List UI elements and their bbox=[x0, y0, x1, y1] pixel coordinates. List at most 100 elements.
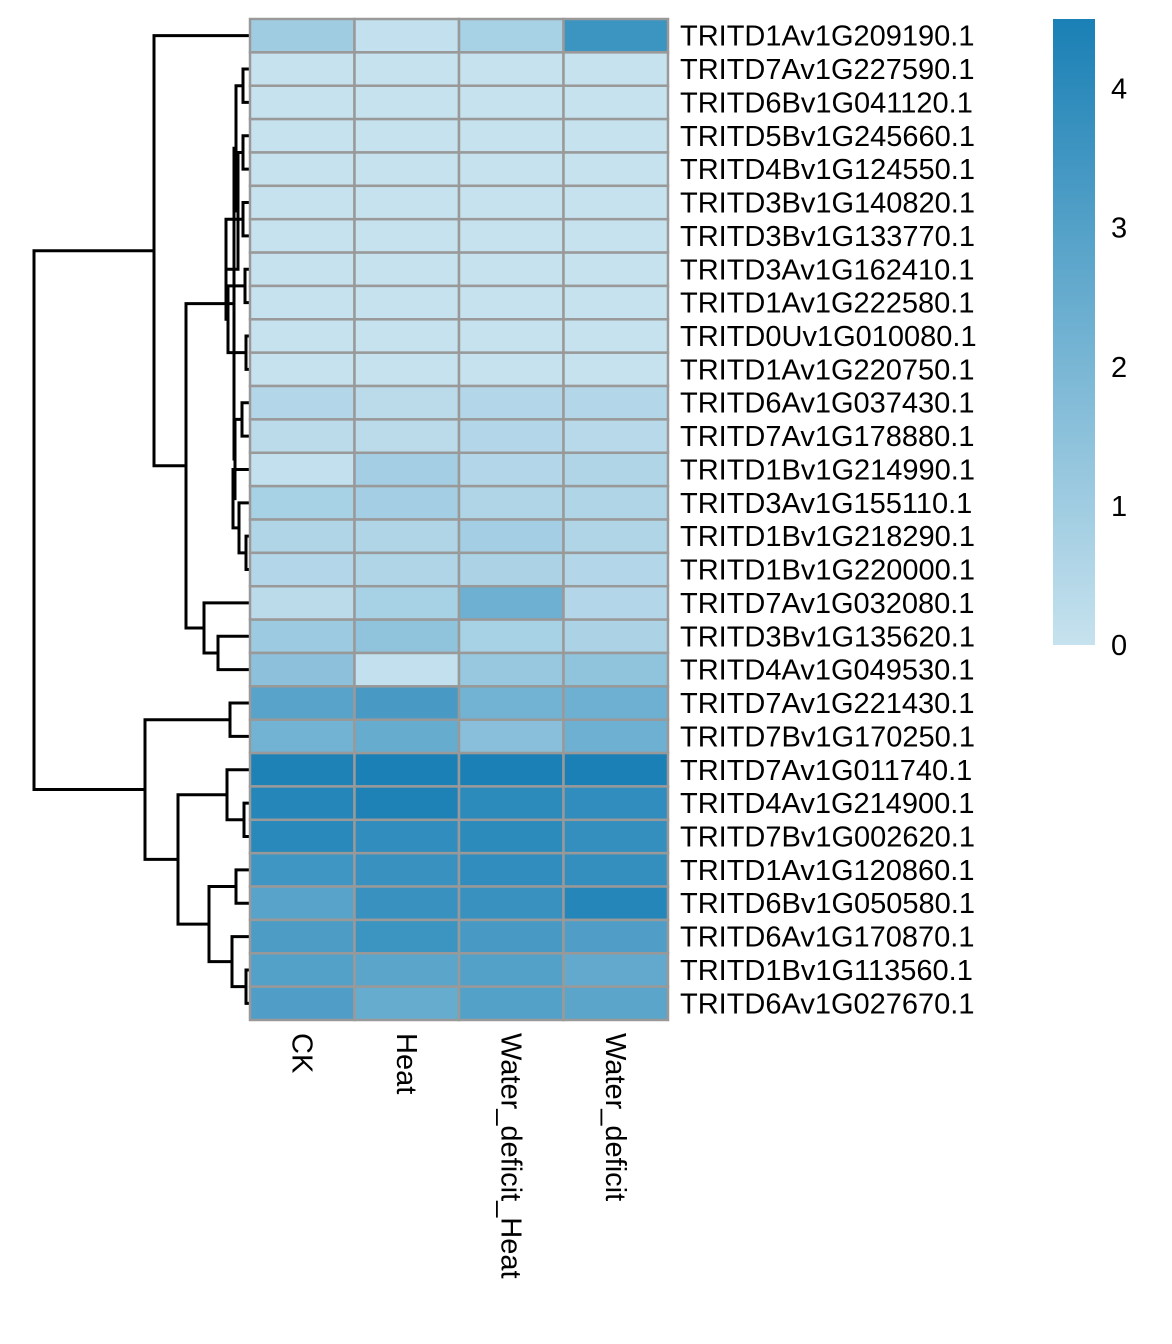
heatmap-cell bbox=[562, 985, 670, 1022]
heatmap-cell bbox=[457, 284, 565, 321]
heatmap-cell bbox=[248, 251, 356, 288]
heatmap-cell bbox=[248, 151, 356, 188]
heatmap-cells bbox=[248, 17, 670, 1022]
dendrogram-branch bbox=[234, 868, 250, 905]
heatmap-cell bbox=[562, 718, 670, 755]
row-label: TRITD6Av1G037430.1 bbox=[680, 388, 974, 420]
row-label: TRITD4Bv1G124550.1 bbox=[680, 154, 975, 186]
heatmap-cell bbox=[457, 918, 565, 955]
dendrogram-branch bbox=[225, 768, 250, 822]
colorbar: 0 1 2 3 4 bbox=[1053, 19, 1127, 662]
dendrogram-branch bbox=[216, 634, 250, 672]
heatmap-cell bbox=[562, 318, 670, 354]
heatmap-cell bbox=[562, 651, 670, 688]
heatmap-cell bbox=[562, 518, 670, 555]
heatmap-cell bbox=[457, 351, 565, 388]
row-labels: TRITD1Av1G209190.1TRITD7Av1G227590.1TRIT… bbox=[680, 21, 977, 1021]
row-label: TRITD6Av1G170870.1 bbox=[680, 922, 974, 954]
heatmap-cell bbox=[562, 618, 670, 655]
heatmap-cell bbox=[248, 918, 356, 955]
heatmap-cell bbox=[353, 418, 461, 455]
heatmap-cell bbox=[562, 217, 670, 254]
heatmap-cell bbox=[457, 751, 565, 788]
heatmap-cell bbox=[248, 451, 356, 488]
heatmap-cell bbox=[353, 885, 461, 922]
heatmap-cell bbox=[562, 751, 670, 788]
heatmap-cell bbox=[353, 484, 461, 521]
dendrogram-branch bbox=[32, 249, 154, 792]
row-label: TRITD6Bv1G041120.1 bbox=[680, 87, 973, 119]
heatmap-cell bbox=[248, 117, 356, 154]
heatmap-cell bbox=[248, 351, 356, 388]
heatmap-cell bbox=[457, 685, 565, 721]
heatmap-cell bbox=[457, 885, 565, 922]
colorbar-gradient bbox=[1053, 19, 1095, 645]
row-label: TRITD7Av1G011740.1 bbox=[680, 755, 972, 787]
dendrogram-branch bbox=[202, 601, 250, 655]
heatmap-cell bbox=[562, 17, 670, 54]
row-label: TRITD1Bv1G113560.1 bbox=[680, 955, 973, 987]
heatmap-cell bbox=[353, 184, 461, 221]
heatmap-cell bbox=[353, 651, 461, 688]
heatmap-cell bbox=[562, 51, 670, 87]
heatmap-cell bbox=[353, 818, 461, 855]
row-label: TRITD4Av1G214900.1 bbox=[680, 788, 974, 820]
row-label: TRITD7Bv1G002620.1 bbox=[680, 821, 975, 853]
heatmap-cell bbox=[248, 418, 356, 455]
heatmap-cell bbox=[457, 952, 565, 988]
heatmap-cell bbox=[353, 584, 461, 621]
heatmap-cell bbox=[248, 785, 356, 822]
colorbar-tick-label: 0 bbox=[1111, 630, 1127, 662]
heatmap-cell bbox=[353, 851, 461, 888]
heatmap-cell bbox=[248, 718, 356, 755]
heatmap-cell bbox=[457, 785, 565, 822]
heatmap-cell bbox=[457, 84, 565, 121]
heatmap-cell bbox=[562, 584, 670, 621]
heatmap-cell bbox=[457, 384, 565, 421]
row-label: TRITD7Av1G032080.1 bbox=[680, 588, 974, 620]
dendrogram-branch bbox=[176, 793, 227, 926]
row-label: TRITD3Bv1G140820.1 bbox=[680, 188, 975, 220]
heatmap-cell bbox=[353, 751, 461, 788]
row-label: TRITD1Bv1G218290.1 bbox=[680, 521, 975, 553]
heatmap-cell bbox=[562, 885, 670, 922]
heatmap-cell bbox=[562, 418, 670, 455]
dendrogram-branch bbox=[143, 718, 230, 861]
heatmap-cell bbox=[248, 84, 356, 121]
heatmap-cell bbox=[457, 251, 565, 288]
heatmap-cell bbox=[457, 818, 565, 855]
heatmap-cell bbox=[248, 51, 356, 87]
heatmap-cell bbox=[353, 918, 461, 955]
row-label: TRITD1Av1G222580.1 bbox=[680, 288, 974, 320]
row-label: TRITD5Bv1G245660.1 bbox=[680, 121, 975, 153]
heatmap-cell bbox=[457, 151, 565, 188]
heatmap-cell bbox=[457, 318, 565, 354]
column-label: Heat bbox=[390, 1033, 422, 1094]
heatmap-cell bbox=[353, 217, 461, 254]
heatmap-cell bbox=[562, 952, 670, 988]
row-label: TRITD0Uv1G010080.1 bbox=[680, 321, 977, 353]
heatmap-cell bbox=[353, 685, 461, 721]
heatmap-cell bbox=[562, 851, 670, 888]
heatmap-cell bbox=[562, 284, 670, 321]
heatmap-cell bbox=[562, 551, 670, 588]
heatmap-cell bbox=[248, 885, 356, 922]
heatmap-cell bbox=[562, 918, 670, 955]
heatmap-cell bbox=[248, 284, 356, 321]
heatmap-cell bbox=[353, 251, 461, 288]
heatmap-cell bbox=[562, 351, 670, 388]
heatmap-cell bbox=[248, 384, 356, 421]
heatmap-cell bbox=[248, 584, 356, 621]
heatmap-cell bbox=[353, 351, 461, 388]
heatmap-cell bbox=[562, 84, 670, 121]
row-label: TRITD1Av1G209190.1 bbox=[680, 21, 974, 53]
colorbar-tick-label: 2 bbox=[1111, 352, 1127, 384]
heatmap-cell bbox=[353, 284, 461, 321]
heatmap-cell bbox=[353, 117, 461, 154]
heatmap-cell bbox=[353, 785, 461, 822]
row-label: TRITD1Bv1G220000.1 bbox=[680, 555, 975, 587]
heatmap-cell bbox=[353, 51, 461, 87]
heatmap-cell bbox=[353, 451, 461, 488]
heatmap-cell bbox=[353, 384, 461, 421]
heatmap-cell bbox=[457, 17, 565, 54]
